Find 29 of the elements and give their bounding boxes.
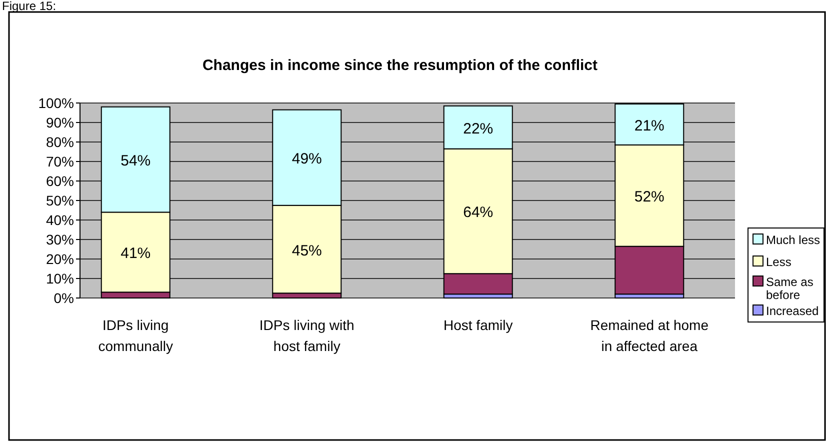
y-tick-label: 60%: [46, 173, 74, 189]
data-label: 22%: [463, 120, 494, 138]
y-tick-label: 80%: [46, 134, 74, 150]
y-tick-label: 40%: [46, 212, 74, 228]
data-label: 54%: [120, 152, 151, 170]
y-tick-label: 30%: [46, 232, 74, 248]
caption: Figure 15:: [2, 0, 56, 13]
x-tick-label: IDPs living communally: [98, 317, 173, 354]
y-tick-label: 20%: [46, 251, 74, 267]
data-label: 21%: [634, 117, 664, 134]
data-label: 49%: [292, 150, 322, 168]
x-tick-label: Remained at home in affected area: [590, 317, 709, 354]
legend-label: Less: [766, 255, 792, 269]
legend-label: Increased: [766, 304, 819, 318]
data-label: 45%: [292, 242, 322, 260]
y-tick-label: 70%: [46, 154, 74, 170]
data-label: 64%: [463, 204, 494, 222]
x-tick-label: IDPs living with host family: [259, 317, 354, 354]
y-tick-label: 50%: [46, 192, 74, 208]
data-label: 41%: [120, 245, 151, 262]
legend-label: Much less: [766, 233, 820, 247]
chart-title: Changes in income since the resumption of the conflict: [202, 57, 598, 74]
data-label: 52%: [634, 188, 664, 206]
y-tick-label: 10%: [46, 270, 74, 286]
y-tick-label: 100%: [38, 95, 74, 111]
legend-label: Same as before: [766, 275, 814, 302]
y-tick-label: 0%: [54, 290, 74, 306]
y-tick-label: 90%: [46, 114, 74, 130]
x-tick-label: Host family: [444, 317, 513, 333]
